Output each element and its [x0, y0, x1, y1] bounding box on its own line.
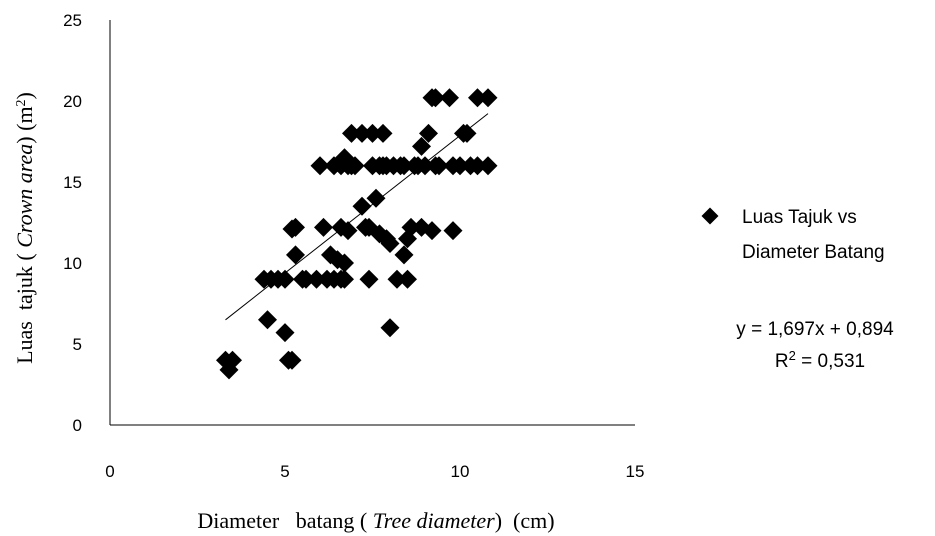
data-point [363, 123, 382, 143]
y-axis-title-sup: 2 [14, 99, 29, 106]
data-point [468, 156, 487, 176]
y-axis-title-suffix: ) (m [12, 106, 37, 143]
r-squared-r: R [775, 351, 789, 372]
data-point [352, 196, 372, 216]
data-point [380, 234, 400, 254]
x-tick-labels: 0 5 10 15 [105, 462, 644, 481]
data-point [352, 123, 372, 143]
data-point [373, 123, 393, 143]
trendline-equation: y = 1,697x + 0,894 [736, 319, 894, 340]
data-point [380, 318, 400, 338]
data-point [258, 310, 277, 330]
data-point [342, 123, 361, 143]
x-axis-title-italic: Tree diameter [373, 508, 495, 533]
y-tick-labels: 0 5 10 15 20 25 [63, 11, 82, 435]
r-squared-value: = 0,531 [796, 351, 865, 372]
x-axis-title-prefix: Diameter batang ( [197, 508, 372, 533]
y-axis-title: Luas tajuk ( Crown area) (m2) [12, 92, 37, 364]
data-point [394, 156, 414, 176]
data-point [387, 269, 407, 289]
data-point [422, 221, 442, 241]
x-axis-title-suffix: ) (cm) [495, 508, 555, 533]
data-point [335, 269, 354, 289]
data-point [359, 269, 379, 289]
data-point [314, 217, 333, 237]
data-point [415, 156, 435, 176]
data-point [338, 221, 358, 241]
data-point [398, 269, 417, 289]
data-point [286, 245, 305, 265]
data-point [310, 156, 330, 176]
data-point [394, 245, 414, 265]
data-point [223, 350, 242, 370]
x-tick-label: 10 [451, 462, 470, 481]
trendline [225, 113, 489, 321]
x-tick-label: 15 [626, 462, 645, 481]
data-point [307, 269, 326, 289]
data-point [419, 123, 438, 143]
data-point [468, 88, 487, 108]
y-axis-title-italic: Crown area [12, 144, 37, 248]
data-point [440, 88, 459, 108]
data-point [345, 156, 365, 176]
data-point [478, 156, 498, 176]
data-point [296, 269, 316, 289]
y-tick-label: 10 [63, 254, 82, 273]
data-point [412, 136, 431, 156]
x-axis-title: Diameter batang ( Tree diameter) (cm) [197, 508, 554, 533]
y-tick-label: 15 [63, 173, 82, 192]
data-point [429, 156, 449, 176]
data-point [443, 221, 463, 241]
y-axis-title-prefix: Luas tajuk ( [12, 248, 37, 364]
y-axis-title-close: ) [12, 92, 37, 99]
data-point [401, 217, 421, 237]
legend: Luas Tajuk vs Diameter Batang [701, 207, 885, 263]
data-point [282, 350, 302, 370]
y-tick-label: 0 [73, 416, 82, 435]
r-squared-label: R2 = 0,531 [775, 348, 865, 373]
y-tick-label: 20 [63, 92, 82, 111]
data-point [335, 253, 354, 273]
x-tick-label: 5 [280, 462, 289, 481]
legend-label-line-2: Diameter Batang [742, 242, 885, 263]
data-point [457, 123, 477, 143]
data-point [478, 88, 498, 108]
r-squared-sup: 2 [789, 348, 796, 363]
data-point [366, 188, 386, 208]
data-point [426, 88, 445, 108]
data-points [216, 88, 498, 380]
data-point [275, 269, 295, 289]
y-tick-label: 5 [73, 335, 82, 354]
data-point [450, 156, 470, 176]
legend-label-line-1: Luas Tajuk vs [742, 207, 857, 228]
y-tick-label: 25 [63, 11, 82, 30]
data-point [286, 217, 305, 237]
legend-marker-diamond [701, 207, 719, 225]
x-tick-label: 0 [105, 462, 114, 481]
data-point [275, 323, 295, 343]
